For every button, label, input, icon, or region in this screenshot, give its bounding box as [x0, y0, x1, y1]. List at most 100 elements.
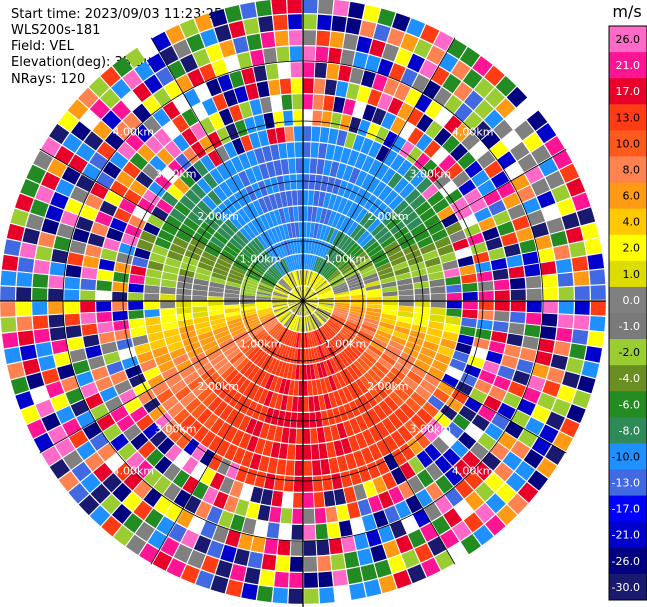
- gate-cell: [80, 312, 97, 325]
- gate-cell: [561, 212, 580, 230]
- gate-cell: [361, 514, 377, 532]
- gate-cell: [303, 287, 309, 301]
- range-ring-label: 2.00km: [197, 380, 239, 393]
- gate-cell: [303, 297, 318, 301]
- gate-cell: [130, 406, 148, 423]
- gate-cell: [33, 328, 51, 344]
- gate-cell: [118, 442, 137, 461]
- gate-cell: [492, 268, 509, 281]
- gate-cell: [53, 236, 71, 252]
- gate-cell: [433, 173, 451, 190]
- gate-cell: [55, 179, 75, 197]
- gate-cell: [346, 365, 359, 381]
- gate-cell: [216, 163, 231, 181]
- gate-cell: [228, 391, 243, 408]
- gate-cell: [327, 319, 341, 331]
- gate-cell: [410, 171, 427, 188]
- gate-cell: [362, 351, 377, 365]
- gate-cell: [220, 544, 237, 563]
- gate-cell: [282, 312, 293, 325]
- gate-cell: [237, 336, 252, 348]
- gate-cell: [321, 325, 333, 339]
- gate-cell: [76, 410, 96, 429]
- gate-cell: [294, 142, 303, 158]
- gate-cell: [193, 357, 210, 371]
- gate-cell: [210, 417, 225, 435]
- gate-cell: [362, 237, 377, 251]
- gate-cell: [258, 405, 269, 422]
- gate-cell: [327, 522, 341, 539]
- gate-cell: [80, 473, 101, 493]
- gate-cell: [137, 144, 156, 162]
- gate-cell: [266, 128, 278, 145]
- gate-cell: [199, 136, 215, 154]
- gate-cell: [510, 301, 526, 312]
- gate-cell: [284, 313, 295, 327]
- gate-cell: [333, 0, 350, 17]
- gate-cell: [100, 341, 118, 355]
- gate-cell: [412, 318, 429, 327]
- gate-cell: [313, 395, 321, 412]
- gate-cell: [420, 522, 439, 542]
- gate-cell: [316, 284, 330, 293]
- gate-cell: [389, 391, 404, 407]
- gate-cell: [174, 386, 192, 401]
- gate-cell: [257, 180, 268, 197]
- gate-cell: [167, 402, 185, 418]
- gate-cell: [307, 316, 313, 331]
- gate-cell: [241, 308, 257, 315]
- gate-cell: [509, 311, 526, 324]
- gate-cell: [277, 242, 286, 258]
- colorbar-segment: [609, 104, 647, 131]
- gate-cell: [225, 408, 239, 425]
- gate-cell: [522, 387, 541, 404]
- gate-cell: [364, 579, 382, 597]
- gate-cell: [329, 161, 340, 178]
- gate-cell: [457, 334, 474, 346]
- gate-cell: [290, 255, 297, 271]
- gate-cell: [199, 117, 216, 135]
- gate-cell: [149, 405, 167, 422]
- gate-cell: [293, 206, 299, 222]
- gate-cell: [340, 147, 352, 164]
- gate-cell: [165, 334, 182, 346]
- gate-cell: [38, 231, 56, 248]
- gate-cell: [103, 237, 121, 252]
- gate-cell: [307, 206, 313, 222]
- gate-cell: [303, 291, 315, 301]
- gate-cell: [333, 307, 349, 313]
- gate-cell: [297, 396, 303, 412]
- gate-cell: [200, 221, 216, 236]
- gate-cell: [82, 421, 102, 440]
- gate-cell: [26, 164, 46, 184]
- gate-cell: [350, 294, 366, 299]
- gate-cell: [144, 301, 160, 310]
- gate-cell: [197, 408, 213, 425]
- gate-cell: [212, 267, 229, 277]
- gate-cell: [493, 375, 512, 391]
- gate-cell: [167, 184, 184, 201]
- gate-cell: [153, 87, 172, 107]
- gate-cell: [204, 371, 220, 386]
- gate-cell: [172, 114, 190, 133]
- gate-cell: [142, 422, 161, 440]
- gate-cell: [329, 538, 343, 555]
- gate-cell: [279, 78, 292, 95]
- gate-cell: [381, 472, 397, 490]
- gate-cell: [467, 355, 485, 369]
- gate-cell: [149, 252, 166, 264]
- gate-cell: [458, 431, 477, 450]
- gate-cell: [485, 515, 506, 536]
- gate-cell: [319, 361, 328, 378]
- gate-cell: [551, 398, 571, 417]
- gate-cell: [378, 525, 395, 544]
- gate-cell: [442, 330, 459, 342]
- gate-cell: [517, 98, 538, 119]
- gate-cell: [303, 348, 307, 364]
- gate-cell: [512, 215, 530, 231]
- gate-cell: [207, 349, 223, 362]
- gate-cell: [249, 98, 263, 116]
- gate-cell: [245, 320, 261, 330]
- gate-cell: [299, 301, 303, 316]
- gate-cell: [303, 540, 317, 556]
